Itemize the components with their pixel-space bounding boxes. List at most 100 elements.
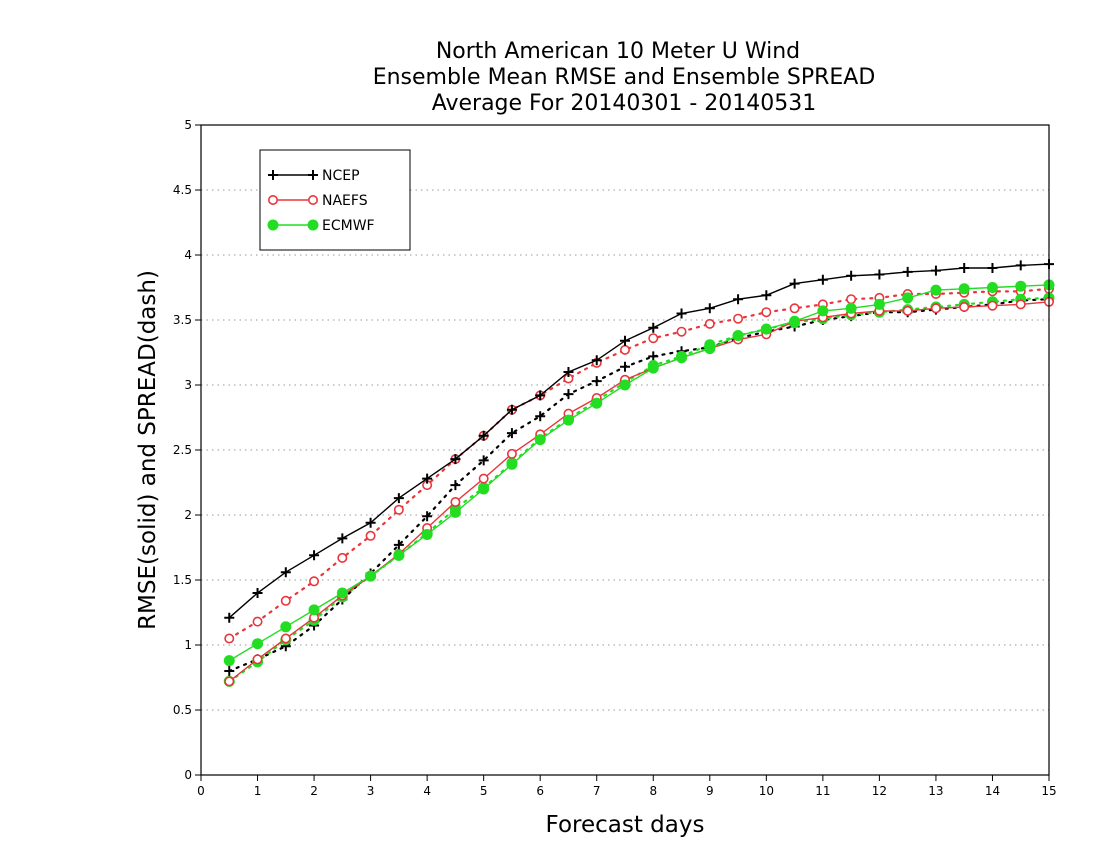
y-tick-label: 1 xyxy=(184,638,192,652)
x-tick-label: 15 xyxy=(1041,784,1056,798)
series-line xyxy=(228,298,1051,673)
data-point xyxy=(562,414,574,426)
data-point xyxy=(620,361,630,372)
y-tick-label: 5 xyxy=(184,118,192,132)
data-point xyxy=(1015,260,1026,271)
data-point xyxy=(449,506,461,518)
data-point xyxy=(224,612,235,623)
chart-title: North American 10 Meter U Wind Ensemble … xyxy=(373,39,876,116)
data-point xyxy=(761,290,772,301)
data-point xyxy=(704,343,716,355)
legend-marker xyxy=(307,195,318,206)
x-tick-label: 3 xyxy=(367,784,375,798)
data-point xyxy=(761,307,772,318)
legend-label: NCEP xyxy=(322,168,360,184)
data-point xyxy=(1015,280,1027,292)
data-point xyxy=(393,493,404,504)
x-tick-label: 5 xyxy=(480,784,488,798)
data-point xyxy=(393,549,405,561)
series-line xyxy=(228,284,1050,662)
data-point xyxy=(986,282,998,293)
y-tick-label: 1.5 xyxy=(173,573,192,587)
legend-item-ncep: NCEP xyxy=(268,168,360,184)
data-point xyxy=(336,587,348,599)
x-tick-label: 12 xyxy=(872,784,887,798)
title-line-2: Ensemble Mean RMSE and Ensemble SPREAD xyxy=(373,65,876,90)
y-axis-label: RMSE(solid) and SPREAD(dash) xyxy=(135,270,161,630)
series-line xyxy=(228,296,1051,683)
data-point xyxy=(817,305,829,317)
data-point xyxy=(252,638,264,650)
series-line xyxy=(228,301,1050,682)
data-point xyxy=(732,330,744,342)
data-point xyxy=(817,274,828,285)
x-tick-label: 8 xyxy=(649,784,657,798)
x-tick-label: 13 xyxy=(928,784,943,798)
data-point xyxy=(478,430,489,441)
data-point xyxy=(930,265,941,276)
data-point xyxy=(733,294,744,305)
series-line xyxy=(228,287,1051,640)
data-point xyxy=(789,303,800,314)
data-point xyxy=(760,323,772,335)
data-point xyxy=(421,529,433,540)
y-tick-label: 3.5 xyxy=(173,313,192,327)
legend-marker xyxy=(268,170,278,180)
data-point xyxy=(280,595,291,606)
data-point xyxy=(506,448,517,459)
data-point xyxy=(309,550,320,561)
data-point xyxy=(365,530,376,541)
legend: NCEP NAEFS ECMWF xyxy=(259,149,411,251)
series-naefs-spread xyxy=(224,283,1055,644)
data-point xyxy=(337,533,348,544)
y-tick-label: 3 xyxy=(184,378,192,392)
data-point xyxy=(647,362,659,374)
data-point xyxy=(676,326,687,337)
x-tick-label: 14 xyxy=(985,784,1000,798)
legend-item-ecmwf: ECMWF xyxy=(267,218,375,234)
legend-item-naefs: NAEFS xyxy=(267,193,368,209)
data-point xyxy=(252,654,263,665)
data-point xyxy=(506,428,517,439)
data-point xyxy=(393,504,404,515)
data-point xyxy=(535,411,546,422)
legend-marker xyxy=(308,170,318,180)
x-tick-label: 0 xyxy=(197,784,205,798)
y-tick-label: 0 xyxy=(184,768,192,782)
data-point xyxy=(620,335,630,346)
data-point xyxy=(422,473,433,484)
data-point xyxy=(252,588,263,598)
data-point xyxy=(506,404,517,415)
y-tick-label: 4.5 xyxy=(173,183,192,197)
title-line-3: Average For 20140301 - 20140531 xyxy=(432,91,817,116)
data-point xyxy=(422,511,433,522)
data-point xyxy=(958,283,970,295)
data-point xyxy=(619,344,630,355)
data-point xyxy=(224,633,235,644)
x-tick-label: 2 xyxy=(310,784,318,798)
y-tick-label: 2.5 xyxy=(173,443,192,457)
data-point xyxy=(478,455,489,466)
x-tick-label: 10 xyxy=(759,784,774,798)
legend-label: NAEFS xyxy=(322,193,368,209)
data-point xyxy=(365,570,377,582)
grid-layer xyxy=(201,189,1049,711)
series-naefs-rmse xyxy=(224,296,1055,687)
x-tick-label: 9 xyxy=(706,784,714,798)
legend-marker xyxy=(307,219,319,231)
data-point xyxy=(987,300,998,311)
data-point xyxy=(591,376,602,387)
data-point xyxy=(591,355,602,366)
data-point xyxy=(930,303,941,314)
data-point xyxy=(902,305,913,316)
data-point xyxy=(1015,299,1026,310)
x-tick-label: 1 xyxy=(254,784,262,798)
data-point xyxy=(704,303,715,314)
data-point xyxy=(224,666,235,676)
data-point xyxy=(648,333,659,344)
title-line-1: North American 10 Meter U Wind xyxy=(436,39,800,64)
x-axis-label: Forecast days xyxy=(546,812,705,838)
x-tick-label: 4 xyxy=(423,784,431,798)
data-point xyxy=(478,473,489,484)
